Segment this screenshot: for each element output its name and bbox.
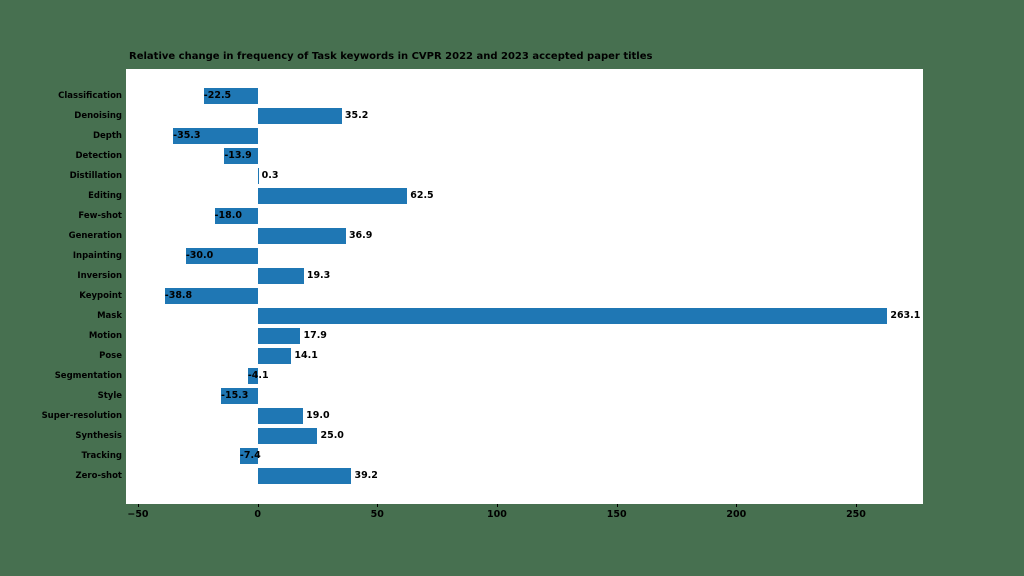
y-axis-label: Mask: [97, 311, 122, 321]
bar-value-label: 0.3: [261, 170, 279, 181]
y-axis-label: Inpainting: [72, 251, 122, 261]
bar: [257, 168, 259, 184]
chart-title: Relative change in frequency of Task key…: [129, 51, 653, 62]
x-tick-label: 200: [726, 509, 747, 520]
y-axis-label: Zero-shot: [75, 471, 122, 481]
y-axis-label: Generation: [68, 231, 122, 241]
bar-value-label: 62.5: [410, 190, 434, 201]
y-axis-label: Editing: [88, 191, 122, 201]
y-axis-label: Tracking: [81, 451, 122, 461]
y-axis-label: Denoising: [74, 111, 122, 121]
x-tick-label: −50: [127, 509, 149, 520]
bar-value-label: -35.3: [173, 130, 201, 141]
y-axis-label: Few-shot: [78, 211, 122, 221]
bar-value-label: 35.2: [344, 110, 369, 121]
bar: [257, 408, 304, 424]
bar-value-label: -7.4: [239, 450, 261, 461]
bar-value-label: 17.9: [303, 330, 327, 341]
bar: [221, 388, 258, 404]
bar: [247, 368, 258, 384]
y-axis-label: Distillation: [69, 171, 122, 181]
bar-value-label: -22.5: [203, 90, 232, 101]
bar: [164, 288, 258, 304]
bar-value-label: -38.8: [164, 290, 193, 301]
bar: [257, 328, 301, 344]
x-tick-mark: [377, 504, 379, 507]
bar: [214, 208, 258, 224]
y-axis-label: Synthesis: [75, 431, 122, 441]
x-tick-label: 0: [254, 509, 261, 520]
bar: [173, 128, 258, 144]
y-axis-label: Classification: [58, 91, 122, 101]
bar: [257, 428, 318, 444]
bar-value-label: 36.9: [348, 230, 373, 241]
bar: [224, 148, 258, 164]
x-tick-mark: [616, 504, 618, 507]
x-tick-mark: [257, 504, 259, 507]
y-axis-label: Pose: [99, 351, 122, 361]
bar: [257, 308, 888, 324]
bar: [185, 248, 258, 264]
bar-value-label: 14.1: [294, 350, 318, 361]
bar: [257, 348, 292, 364]
x-tick-mark: [496, 504, 498, 507]
y-axis-label: Detection: [75, 151, 122, 161]
bar-value-label: -30.0: [185, 250, 214, 261]
bar-value-label: 19.3: [306, 270, 331, 281]
bar: [257, 268, 304, 284]
bar-value-label: 263.1: [890, 310, 921, 321]
y-axis-label: Super-resolution: [41, 411, 122, 421]
bar: [257, 228, 346, 244]
bar: [257, 468, 352, 484]
y-axis-label: Segmentation: [54, 371, 122, 381]
bar-value-label: 25.0: [320, 430, 344, 441]
bar-value-label: -15.3: [221, 390, 249, 401]
bar: [239, 448, 258, 464]
y-axis-label: Depth: [92, 131, 122, 141]
x-tick-label: 250: [846, 509, 866, 520]
bar-value-label: -13.9: [224, 150, 252, 161]
y-axis-label: Inversion: [77, 271, 122, 281]
x-tick-mark: [855, 504, 857, 507]
x-tick-label: 50: [370, 509, 384, 520]
x-tick-mark: [736, 504, 738, 507]
bar-value-label: 19.0: [306, 410, 330, 421]
y-axis-label: Keypoint: [79, 291, 122, 301]
x-tick-label: 150: [606, 509, 627, 520]
bar: [257, 188, 408, 204]
bar-value-label: 39.2: [354, 470, 378, 481]
bar-value-label: -18.0: [214, 210, 242, 221]
x-tick-mark: [137, 504, 139, 507]
y-axis-label: Style: [97, 391, 122, 401]
bar-value-label: -4.1: [247, 370, 269, 381]
bar: [203, 88, 258, 104]
bar: [257, 108, 342, 124]
x-tick-label: 100: [487, 509, 507, 520]
y-axis-label: Motion: [88, 331, 122, 341]
